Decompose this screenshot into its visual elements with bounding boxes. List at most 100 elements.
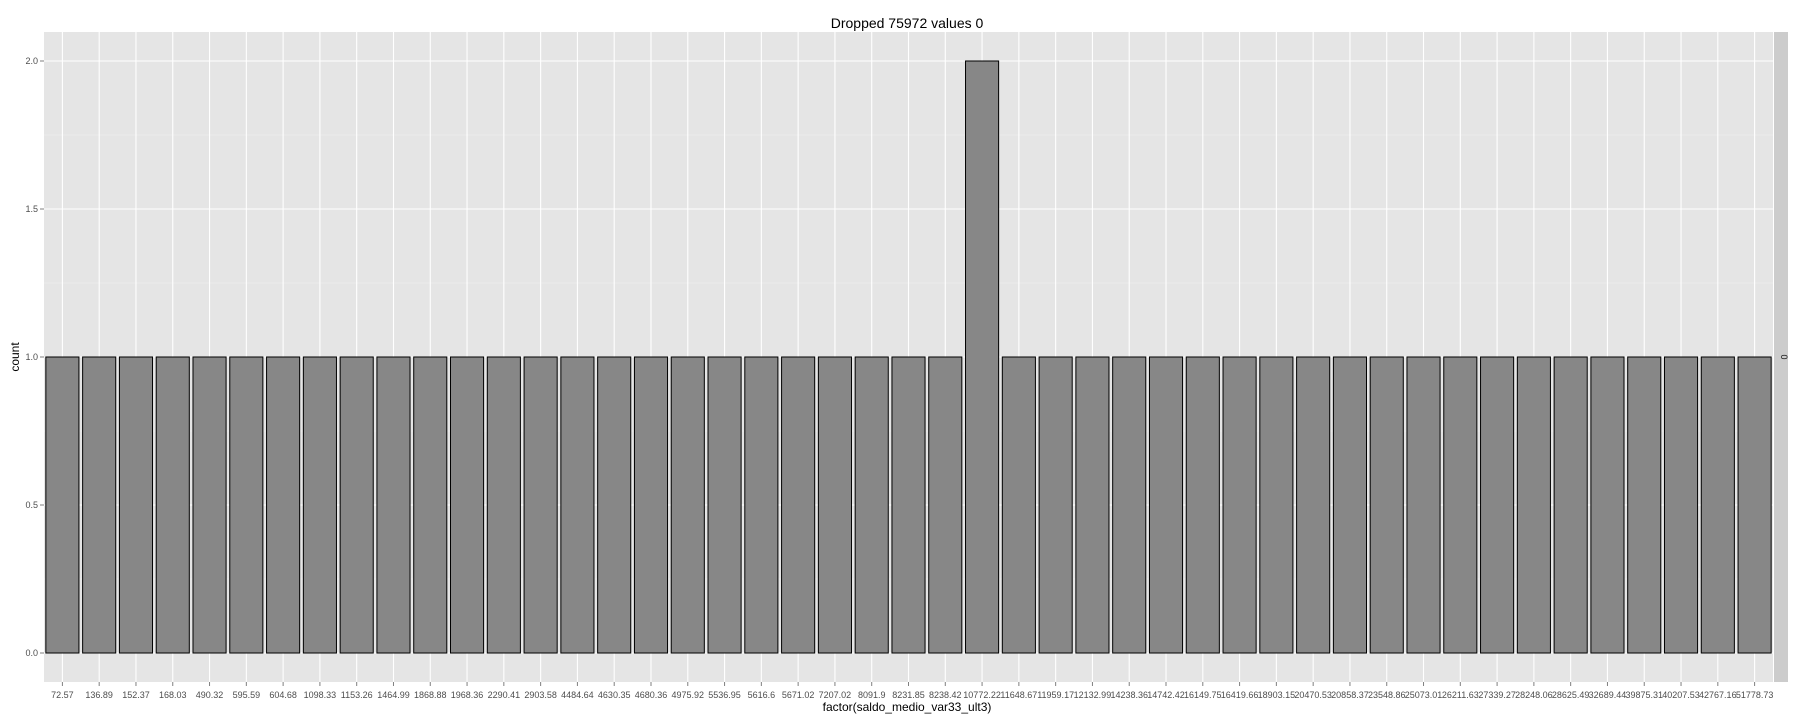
x-tick-label: 32689.44 xyxy=(1589,690,1627,700)
facet-strip xyxy=(1774,32,1788,682)
x-tick-label: 8091.9 xyxy=(858,690,886,700)
bar xyxy=(1222,356,1257,654)
bar xyxy=(82,356,117,654)
y-axis-ticks: 0.0 0.5 1.0 1.5 2.0 xyxy=(25,56,44,658)
bar xyxy=(744,356,779,654)
x-tick-label: 12132.99 xyxy=(1074,690,1112,700)
x-tick-label: 1868.88 xyxy=(414,690,447,700)
bar xyxy=(1369,356,1404,654)
x-tick-label: 20858.37 xyxy=(1331,690,1369,700)
bar xyxy=(1259,356,1294,654)
bar xyxy=(413,356,448,654)
x-tick-label: 1153.26 xyxy=(341,690,373,700)
bar xyxy=(1663,356,1699,654)
x-axis-ticks: 72.57 136.89 152.37 168.03 490.32 595.59 604.6… xyxy=(51,682,1773,700)
x-tick-label: 2290.41 xyxy=(488,690,521,700)
x-tick-label: 28248.06 xyxy=(1515,690,1553,700)
x-tick-label: 595.59 xyxy=(233,690,261,700)
x-tick-label: 490.32 xyxy=(196,690,224,700)
x-tick-label: 42767.16 xyxy=(1699,690,1737,700)
x-tick-label: 28625.49 xyxy=(1552,690,1590,700)
bar xyxy=(1627,356,1662,654)
y-tick-label: 2.0 xyxy=(25,56,38,66)
y-tick-label: 0.0 xyxy=(25,648,38,658)
bar xyxy=(1075,356,1110,654)
x-tick-label: 51778.73 xyxy=(1736,690,1774,700)
bar xyxy=(1590,356,1625,654)
bar xyxy=(633,356,669,654)
x-tick-label: 1464.99 xyxy=(377,690,410,700)
x-tick-label: 4630.35 xyxy=(598,690,631,700)
bar xyxy=(928,356,963,654)
bar xyxy=(1112,356,1147,654)
x-tick-label: 11648.67 xyxy=(1000,690,1037,700)
bar xyxy=(1516,356,1551,654)
x-tick-label: 16419.66 xyxy=(1221,690,1259,700)
x-tick-label: 5671.02 xyxy=(782,690,815,700)
y-axis-title: count xyxy=(8,342,22,372)
bar xyxy=(1480,356,1515,654)
x-tick-label: 40207.53 xyxy=(1662,690,1700,700)
y-tick-label: 1.5 xyxy=(25,204,38,214)
x-tick-label: 10772.22 xyxy=(963,690,1001,700)
bar xyxy=(1296,356,1331,654)
bar xyxy=(781,356,816,654)
x-tick-label: 5616.6 xyxy=(748,690,776,700)
chart-title: Dropped 75972 values 0 xyxy=(831,15,984,31)
x-tick-label: 23548.86 xyxy=(1368,690,1406,700)
bar xyxy=(817,356,852,654)
bar xyxy=(1001,356,1036,654)
x-tick-label: 7207.02 xyxy=(819,690,852,700)
bar xyxy=(376,356,411,654)
x-tick-label: 8238.42 xyxy=(929,690,962,700)
bars xyxy=(45,60,1772,654)
x-tick-label: 18903.15 xyxy=(1258,690,1296,700)
bar xyxy=(229,356,264,654)
bar xyxy=(266,356,301,654)
x-tick-label: 8231.85 xyxy=(892,690,925,700)
x-tick-label: 20470.53 xyxy=(1294,690,1332,700)
x-tick-label: 27339.27 xyxy=(1478,690,1516,700)
bar xyxy=(118,356,154,654)
x-tick-label: 4975.92 xyxy=(672,690,705,700)
bar xyxy=(1406,356,1441,654)
x-axis-title: factor(saldo_medio_var33_ult3) xyxy=(823,700,992,714)
bar xyxy=(891,356,926,654)
bar xyxy=(854,356,889,654)
x-tick-label: 136.89 xyxy=(85,690,113,700)
bar xyxy=(486,356,521,654)
bar xyxy=(1332,356,1368,654)
x-tick-label: 168.03 xyxy=(159,690,187,700)
x-tick-label: 14238.36 xyxy=(1110,690,1148,700)
bar xyxy=(1737,356,1772,654)
x-tick-label: 11959.17 xyxy=(1037,690,1074,700)
x-tick-label: 604.68 xyxy=(269,690,297,700)
bar xyxy=(1700,356,1735,654)
y-tick-label: 1.0 xyxy=(25,352,38,362)
bar xyxy=(707,356,742,654)
bar xyxy=(1038,356,1073,654)
bar xyxy=(1185,356,1220,654)
bar xyxy=(449,356,485,654)
x-tick-label: 4680.36 xyxy=(635,690,668,700)
bar xyxy=(965,60,1000,654)
bar xyxy=(1443,356,1478,654)
bar xyxy=(302,356,337,654)
bar xyxy=(597,356,632,654)
bar xyxy=(523,356,558,654)
x-tick-label: 26211.63 xyxy=(1442,690,1479,700)
bar xyxy=(670,356,705,654)
bar xyxy=(1148,356,1184,654)
x-tick-label: 39875.31 xyxy=(1625,690,1663,700)
bar xyxy=(192,356,227,654)
bar xyxy=(560,356,595,654)
x-tick-label: 14742.42 xyxy=(1147,690,1185,700)
x-tick-label: 1968.36 xyxy=(451,690,484,700)
facet-strip-label: 0 xyxy=(1779,354,1789,359)
x-tick-label: 152.37 xyxy=(122,690,150,700)
bar xyxy=(45,356,80,654)
x-tick-label: 5536.95 xyxy=(708,690,741,700)
x-tick-label: 1098.33 xyxy=(304,690,337,700)
bar xyxy=(155,356,190,654)
